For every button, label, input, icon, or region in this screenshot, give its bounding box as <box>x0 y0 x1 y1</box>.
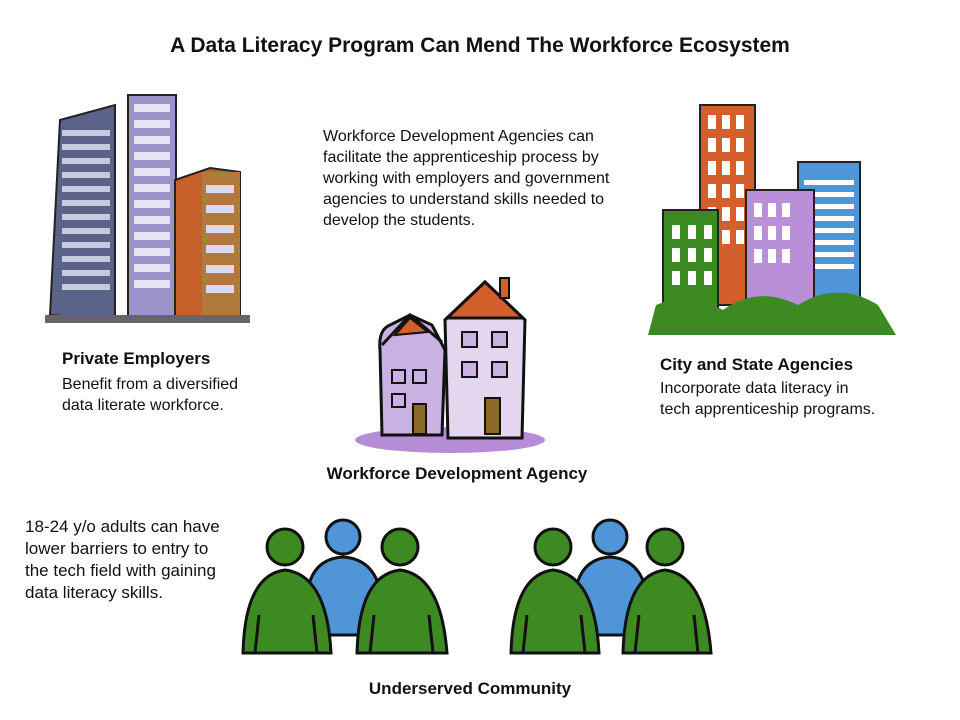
private-employers-heading: Private Employers <box>62 349 211 368</box>
office-buildings-icon <box>45 94 250 323</box>
private-employers-description: Benefit from a diversified data literate… <box>62 376 239 414</box>
city-state-heading: City and State Agencies <box>660 355 854 374</box>
people-group-icon <box>241 518 449 655</box>
wda-heading: Workforce Development Agency <box>326 464 588 483</box>
houses-icon <box>355 277 545 453</box>
community-description: 18-24 y/o adults can have lower barriers… <box>25 517 220 602</box>
people-group-icon <box>509 518 713 655</box>
city-buildings-icon <box>648 104 896 335</box>
city-state-description: Incorporate data literacy in tech appren… <box>660 380 876 418</box>
page-title: A Data Literacy Program Can Mend The Wor… <box>170 34 790 57</box>
community-heading: Underserved Community <box>368 679 572 698</box>
wda-description: Workforce Development Agencies can facil… <box>323 128 610 229</box>
